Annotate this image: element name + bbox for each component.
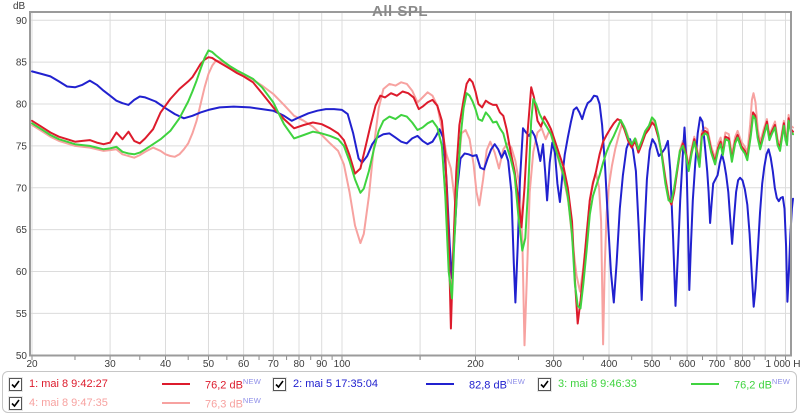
measurement-4-average: 76,3 dBNEW [205,395,262,411]
y-tick-label: 55 [16,309,28,320]
gridlines [30,12,791,356]
traces [31,49,794,347]
y-axis-unit-label: dB [13,1,26,12]
y-tick-label: 90 [16,16,28,27]
measurement-4-line-sample [162,402,190,404]
y-tick-label: 75 [16,141,28,152]
legend-entry-1: 1: mai 8 9:42:27 76,2 dBNEW [9,375,271,393]
x-tick-label: 50 [203,359,215,370]
measurement-2-checkbox[interactable] [273,377,286,391]
legend-entry-2: 2: mai 5 17:35:04 82,8 dBNEW [273,375,535,393]
y-tick-label: 50 [16,351,28,362]
chart-title: All SPL [371,3,429,20]
plot-border [29,11,792,357]
x-tick-label: 60 [238,359,250,370]
measurement-4-checkbox[interactable] [9,396,22,410]
y-tick-label: 65 [16,225,28,236]
x-tick-label: 90 [316,359,328,370]
measurement-3-new-badge: NEW [771,376,791,386]
measurement-3-line-sample [691,383,719,385]
measurement-1-checkbox[interactable] [9,377,22,391]
measurement-4-new-badge: NEW [242,395,262,405]
legend-entry-3: 3: mai 8 9:46:33 76,2 dBNEW [538,375,800,393]
x-tick-label: 70 [268,359,280,370]
trace-3 [31,49,794,310]
y-tick-label: 85 [16,58,28,69]
y-tick-label: 80 [16,100,28,111]
x-tick-label: 1 000 Hz [765,359,800,370]
y-tick-label: 70 [16,183,28,194]
measurement-2-new-badge: NEW [506,376,526,386]
trace-4 [31,59,794,347]
x-tick-label: 700 [708,359,725,370]
x-tick-label: 800 [734,359,751,370]
measurement-1-average: 76,2 dBNEW [205,376,262,392]
y-tick-label: 60 [16,267,28,278]
x-tick-label: 20 [26,359,38,370]
legend-panel: 1: mai 8 9:42:27 76,2 dBNEW 2: mai 5 17:… [2,371,797,413]
x-tick-label: 400 [601,359,618,370]
measurement-2-label[interactable]: 2: mai 5 17:35:04 [293,378,379,390]
x-tick-label: 40 [160,359,172,370]
measurement-3-label[interactable]: 3: mai 8 9:46:33 [558,378,637,390]
x-tick-label: 80 [293,359,305,370]
x-tick-label: 500 [644,359,661,370]
x-tick-label: 600 [679,359,696,370]
measurement-1-label[interactable]: 1: mai 8 9:42:27 [29,378,108,390]
measurement-3-average: 76,2 dBNEW [734,376,791,392]
measurement-1-line-sample [162,383,190,385]
measurement-2-line-sample [426,383,454,385]
measurement-1-new-badge: NEW [242,376,262,386]
legend-entry-4: 4: mai 8 9:47:35 76,3 dBNEW [9,394,271,412]
measurement-4-label[interactable]: 4: mai 8 9:47:35 [29,397,108,409]
measurement-3-checkbox[interactable] [538,377,551,391]
x-tick-label: 300 [545,359,562,370]
trace-2 [31,70,794,308]
x-tick-label: 30 [105,359,117,370]
x-tick-label: 100 [334,359,351,370]
x-tick-label: 200 [467,359,484,370]
measurement-2-average: 82,8 dBNEW [469,376,526,392]
